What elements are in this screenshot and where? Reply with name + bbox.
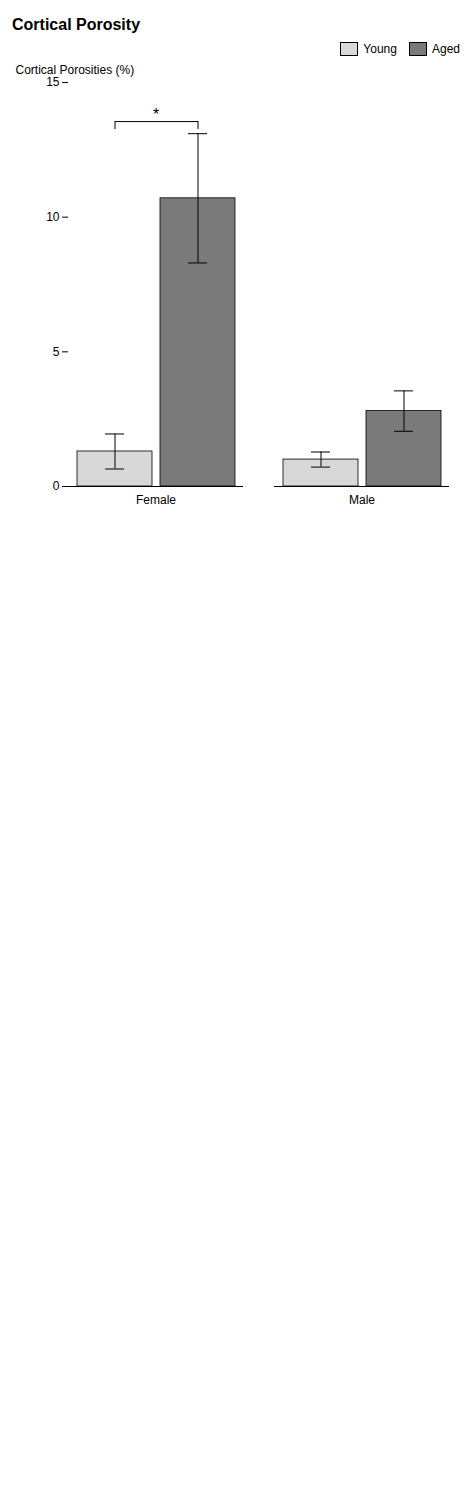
svg-text:10: 10 xyxy=(46,210,60,224)
svg-text:15: 15 xyxy=(46,75,60,89)
svg-text:Female: Female xyxy=(136,493,176,507)
svg-text:*: * xyxy=(153,106,159,123)
html-text:Young: Young xyxy=(363,42,397,56)
html-text:Aged: Aged xyxy=(432,42,460,56)
svg-text:0: 0 xyxy=(53,479,60,493)
svg-text:Male: Male xyxy=(349,493,375,507)
svg-text:Cortical Porosities (%): Cortical Porosities (%) xyxy=(16,63,135,77)
svg-text:5: 5 xyxy=(53,345,60,359)
html-text:Cortical Porosity: Cortical Porosity xyxy=(12,16,140,33)
